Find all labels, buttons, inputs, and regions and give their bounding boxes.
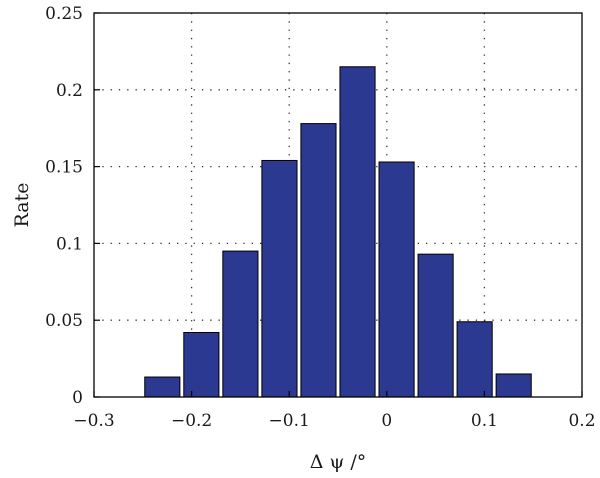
x-tick-label: 0.2: [568, 411, 595, 431]
histogram-bar: [417, 253, 454, 398]
x-tick-label: 0: [381, 411, 392, 431]
y-tick-label: 0: [72, 388, 83, 408]
axis-ticks: [93, 12, 583, 398]
histogram-bar: [144, 376, 181, 398]
y-tick-labels: 0 0.05 0.1 0.15 0.2 0.25: [45, 4, 83, 408]
y-axis-title: Rate: [11, 183, 33, 228]
x-axis-title: Δ ψ /°: [310, 451, 367, 473]
histogram-bar: [183, 331, 220, 398]
histogram-bar: [378, 161, 415, 398]
histogram-bar: [300, 123, 337, 398]
histogram-bar: [339, 66, 376, 398]
x-tick-label: −0.1: [269, 411, 310, 431]
histogram-bar: [495, 373, 532, 398]
histogram-bar: [456, 321, 493, 398]
y-tick-label: 0.05: [45, 311, 83, 331]
y-tick-label: 0.25: [45, 4, 83, 24]
x-tick-labels: −0.3 −0.2 −0.1 0 0.1 0.2: [73, 411, 595, 431]
x-tick-label: 0.1: [471, 411, 498, 431]
grid-lines: [94, 13, 582, 397]
x-tick-label: −0.2: [171, 411, 212, 431]
y-tick-label: 0.15: [45, 158, 83, 178]
x-tick-label: −0.3: [73, 411, 114, 431]
y-tick-label: 0.1: [56, 234, 83, 254]
histogram-bar: [222, 250, 259, 398]
histogram-bar: [261, 159, 298, 398]
y-tick-label: 0.2: [56, 81, 83, 101]
bars: [144, 66, 532, 398]
plot-frame: [93, 12, 583, 398]
